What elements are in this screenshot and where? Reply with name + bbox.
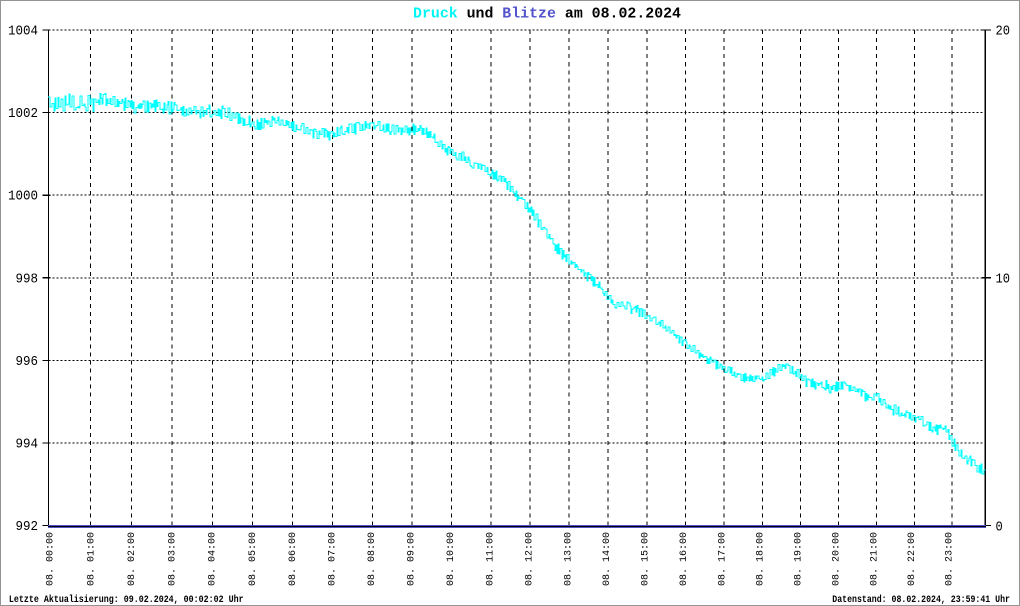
svg-text:992: 992: [16, 519, 39, 535]
svg-text:998: 998: [16, 271, 39, 287]
svg-text:Letzte Aktualisierung: 09.02.2: Letzte Aktualisierung: 09.02.2024, 00:02…: [9, 594, 244, 606]
svg-text:08. 00:00: 08. 00:00: [46, 532, 57, 586]
svg-text:08. 01:00: 08. 01:00: [87, 532, 98, 586]
svg-text:08. 09:00: 08. 09:00: [407, 532, 418, 586]
svg-text:08. 04:00: 08. 04:00: [208, 532, 219, 586]
svg-text:08. 14:00: 08. 14:00: [602, 532, 613, 586]
svg-text:Druck: Druck: [413, 6, 458, 23]
svg-text:08. 22:00: 08. 22:00: [907, 532, 918, 586]
svg-text:08. 06:00: 08. 06:00: [288, 532, 299, 586]
svg-text:1004: 1004: [8, 24, 38, 40]
svg-text:08. 16:00: 08. 16:00: [679, 532, 690, 586]
svg-text:08. 18:00: 08. 18:00: [756, 532, 767, 586]
svg-text:08. 12:00: 08. 12:00: [524, 532, 535, 586]
svg-text:Blitze: Blitze: [502, 6, 556, 23]
svg-text:08. 15:00: 08. 15:00: [641, 532, 652, 586]
svg-text:1000: 1000: [8, 189, 38, 205]
svg-text:10: 10: [996, 272, 1011, 288]
svg-text:und: und: [467, 6, 494, 23]
svg-text:08. 13:00: 08. 13:00: [563, 532, 574, 586]
svg-text:08. 05:00: 08. 05:00: [248, 532, 259, 586]
svg-text:08. 21:00: 08. 21:00: [869, 532, 880, 586]
svg-text:20: 20: [996, 24, 1011, 40]
svg-text:1002: 1002: [8, 106, 38, 122]
svg-text:08. 02:00: 08. 02:00: [127, 532, 138, 586]
svg-text:08. 11:00: 08. 11:00: [485, 532, 496, 586]
svg-text:Datenstand: 08.02.2024, 23:59:: Datenstand: 08.02.2024, 23:59:41 Uhr: [832, 594, 1010, 606]
svg-text:am 08.02.2024: am 08.02.2024: [565, 6, 681, 23]
svg-text:08. 23:00: 08. 23:00: [945, 532, 956, 586]
svg-text:0: 0: [996, 519, 1003, 535]
svg-text:996: 996: [16, 354, 39, 370]
svg-text:08. 20:00: 08. 20:00: [832, 532, 843, 586]
svg-text:08. 03:00: 08. 03:00: [168, 532, 179, 586]
svg-text:08. 17:00: 08. 17:00: [718, 532, 729, 586]
svg-text:08. 07:00: 08. 07:00: [328, 532, 339, 586]
svg-text:08. 08:00: 08. 08:00: [367, 532, 378, 586]
svg-text:994: 994: [16, 437, 39, 453]
svg-text:08. 10:00: 08. 10:00: [446, 532, 457, 586]
svg-text:08. 19:00: 08. 19:00: [794, 532, 805, 586]
